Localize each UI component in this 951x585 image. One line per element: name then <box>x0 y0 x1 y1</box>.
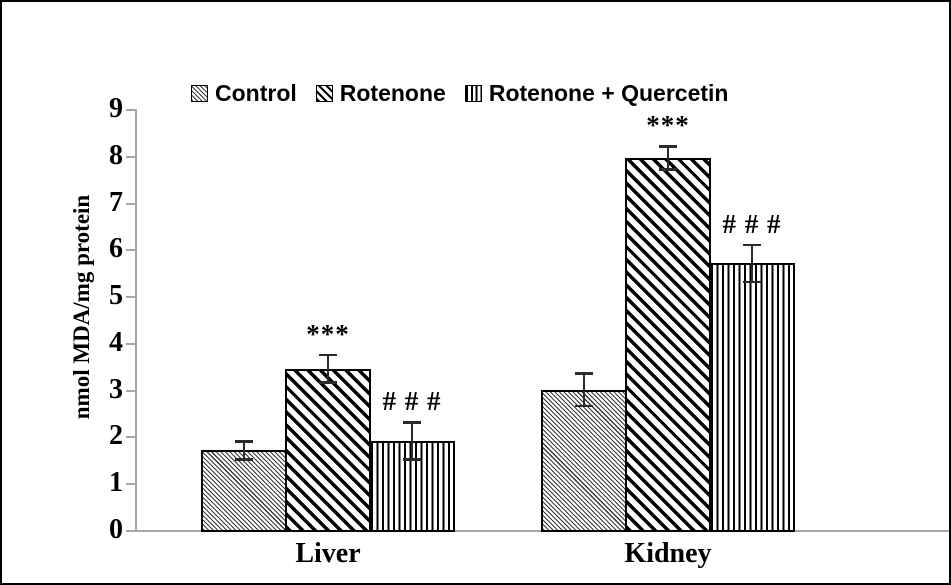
y-tick-label: 1 <box>109 467 123 499</box>
y-tick-label: 5 <box>109 280 123 312</box>
y-tick-mark <box>126 155 135 158</box>
legend-item: Rotenone <box>315 80 446 107</box>
error-bar-cap-bottom <box>319 381 337 384</box>
legend-swatch-rotenone-quercetin <box>464 85 482 102</box>
y-tick-mark <box>126 530 135 532</box>
y-tick-label: 0 <box>109 514 123 545</box>
error-bar-line <box>750 244 754 283</box>
significance-label: # # # <box>722 208 782 239</box>
error-bar-cap-top <box>659 145 677 148</box>
legend-label: Rotenone <box>339 80 446 106</box>
y-tick-label: 8 <box>109 139 123 171</box>
error-bar-line <box>666 146 670 170</box>
error-bar-cap-bottom <box>743 280 761 284</box>
y-tick-label: 3 <box>109 373 123 405</box>
error-bar-line <box>582 373 586 407</box>
y-axis-line <box>135 109 137 532</box>
y-tick-mark <box>126 483 135 486</box>
bar-liver-control <box>201 450 287 532</box>
significance-label: # # # <box>382 386 442 417</box>
y-tick-label: 6 <box>109 233 123 265</box>
bar-kidney-rotenone <box>625 158 711 532</box>
error-bar-cap-bottom <box>575 404 593 408</box>
legend-item: Rotenone + Quercetin <box>464 80 729 107</box>
legend-item: Control <box>191 80 297 107</box>
legend: Control Rotenone Rotenone + Quercetin <box>191 80 728 107</box>
y-tick-mark <box>126 342 135 345</box>
x-category-label: Kidney <box>624 538 712 569</box>
error-bar-cap-top <box>575 372 593 375</box>
significance-label: *** <box>306 318 350 349</box>
bar-liver-rotenone <box>285 368 371 532</box>
error-bar-cap-bottom <box>235 458 253 461</box>
y-tick-mark <box>126 436 135 439</box>
error-bar-cap-bottom <box>403 458 421 461</box>
error-bar-line <box>326 354 330 383</box>
legend-swatch-rotenone <box>315 85 333 102</box>
bar-kidney-rotenone-quercetin <box>709 263 795 532</box>
legend-swatch-control <box>191 85 208 102</box>
bar-kidney-control <box>541 389 627 532</box>
y-tick-mark <box>126 249 135 252</box>
y-tick-mark <box>126 296 135 299</box>
error-bar-line <box>410 422 414 460</box>
y-tick-mark <box>126 389 135 392</box>
y-tick-label: 4 <box>109 326 123 358</box>
error-bar-cap-top <box>403 421 421 424</box>
x-category-label: Liver <box>295 538 361 569</box>
legend-label: Control <box>215 80 297 106</box>
error-bar-cap-top <box>743 243 761 247</box>
y-tick-label: 9 <box>109 93 123 124</box>
y-tick-mark <box>126 109 135 111</box>
legend-label: Rotenone + Quercetin <box>488 80 729 106</box>
y-tick-label: 7 <box>109 186 123 218</box>
error-bar-cap-top <box>319 353 337 357</box>
error-bar-cap-bottom <box>659 168 677 171</box>
y-tick-label: 2 <box>109 420 123 452</box>
error-bar-line <box>242 441 246 460</box>
significance-label: *** <box>646 110 690 141</box>
error-bar-cap-top <box>235 440 253 443</box>
y-tick-mark <box>126 202 135 205</box>
